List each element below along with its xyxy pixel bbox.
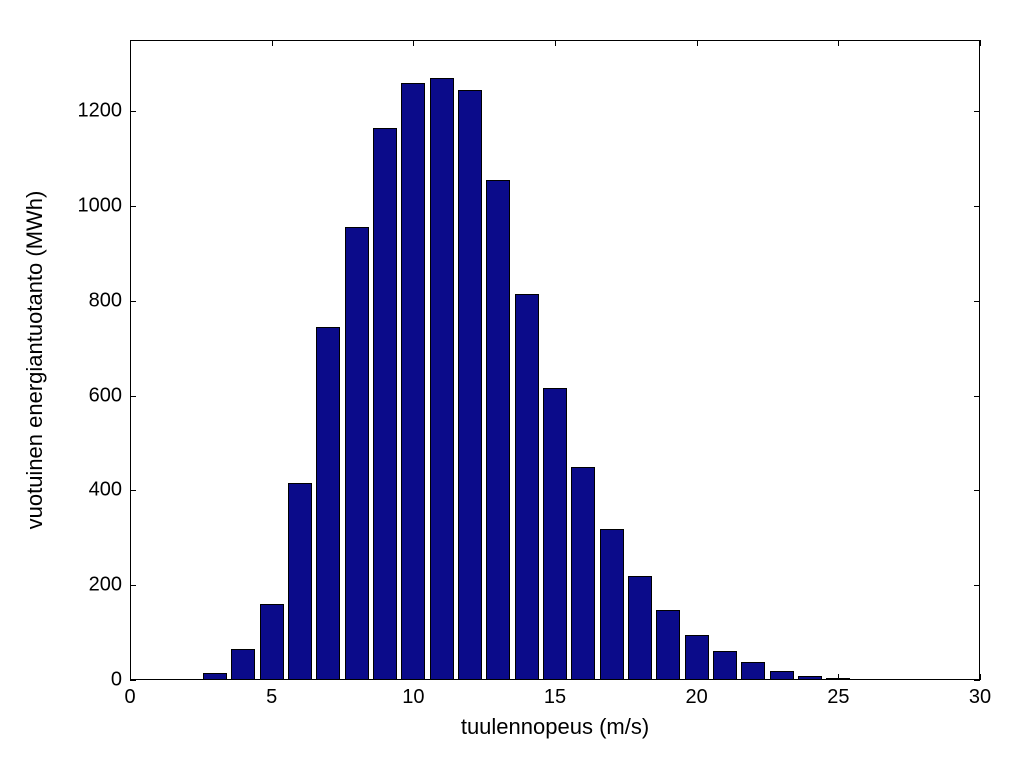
- x-tick: [555, 40, 556, 46]
- bar: [203, 673, 227, 680]
- y-tick: [974, 301, 980, 302]
- bar: [231, 649, 255, 680]
- y-tick-label: 400: [70, 479, 122, 502]
- y-tick-label: 800: [70, 289, 122, 312]
- y-tick: [974, 585, 980, 586]
- bar: [628, 576, 652, 680]
- y-tick: [974, 206, 980, 207]
- bar: [543, 388, 567, 680]
- y-tick-label: 200: [70, 574, 122, 597]
- bar: [316, 327, 340, 680]
- bar: [345, 227, 369, 680]
- y-tick-label: 1000: [70, 194, 122, 217]
- y-tick: [974, 111, 980, 112]
- y-axis-label: vuotuinen energiantuotanto (MWh): [22, 191, 48, 530]
- y-tick: [130, 396, 136, 397]
- x-tick: [697, 40, 698, 46]
- x-tick-label: 30: [969, 686, 991, 709]
- x-tick-label: 15: [544, 686, 566, 709]
- bar: [713, 651, 737, 680]
- bar: [458, 90, 482, 680]
- bar: [430, 78, 454, 680]
- bar: [741, 662, 765, 680]
- y-tick: [974, 490, 980, 491]
- x-tick: [980, 674, 981, 680]
- bar: [798, 676, 822, 680]
- x-tick: [130, 40, 131, 46]
- bar: [260, 604, 284, 680]
- y-tick: [130, 680, 136, 681]
- x-tick-label: 20: [686, 686, 708, 709]
- y-tick: [974, 680, 980, 681]
- y-tick: [130, 585, 136, 586]
- bar: [373, 128, 397, 680]
- y-tick: [130, 301, 136, 302]
- y-tick: [130, 206, 136, 207]
- x-tick: [980, 40, 981, 46]
- bar: [288, 483, 312, 680]
- figure: tuulennopeus (m/s) vuotuinen energiantuo…: [0, 0, 1024, 768]
- bar: [656, 610, 680, 680]
- x-tick: [413, 40, 414, 46]
- x-tick-label: 10: [402, 686, 424, 709]
- y-tick: [974, 396, 980, 397]
- bar: [600, 529, 624, 680]
- bar: [571, 467, 595, 680]
- y-tick: [130, 490, 136, 491]
- x-tick: [272, 40, 273, 46]
- bar: [770, 671, 794, 680]
- bar: [826, 678, 850, 680]
- x-tick: [838, 40, 839, 46]
- bar: [685, 635, 709, 680]
- x-tick-label: 5: [266, 686, 277, 709]
- bar: [401, 83, 425, 680]
- y-tick: [130, 111, 136, 112]
- x-tick-label: 25: [827, 686, 849, 709]
- y-tick-label: 0: [70, 669, 122, 692]
- y-tick-label: 1200: [70, 100, 122, 123]
- x-tick-label: 0: [124, 686, 135, 709]
- x-axis-label: tuulennopeus (m/s): [461, 714, 649, 740]
- bar: [515, 294, 539, 680]
- bar: [486, 180, 510, 680]
- y-tick-label: 600: [70, 384, 122, 407]
